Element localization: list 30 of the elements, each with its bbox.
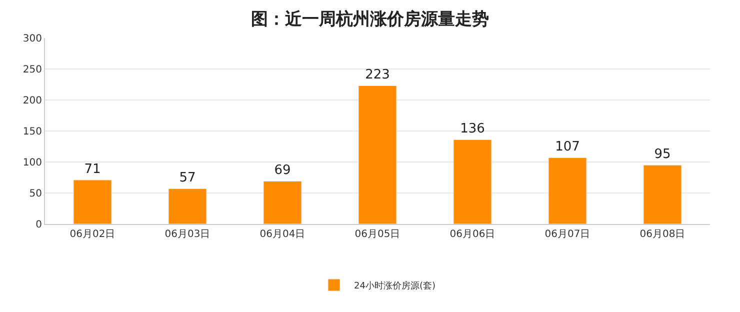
data-label: 223 — [365, 68, 390, 83]
x-tick-label: 06月08日 — [640, 229, 686, 240]
x-tick-label: 06月02日 — [70, 229, 116, 240]
data-label: 57 — [179, 170, 196, 186]
x-tick-label: 06月07日 — [544, 229, 590, 240]
y-tick-label: 200 — [22, 96, 42, 106]
legend-label: 24小时涨价房源(套) — [354, 280, 436, 292]
bar — [168, 188, 207, 224]
data-label: 69 — [274, 163, 291, 178]
data-label: 95 — [654, 147, 671, 162]
bar — [358, 85, 397, 224]
x-tick-label: 06月04日 — [260, 229, 306, 240]
data-label: 107 — [555, 140, 580, 155]
y-tick-label: 0 — [36, 220, 42, 230]
bar — [263, 180, 302, 224]
x-tick-label: 06月03日 — [164, 229, 210, 240]
y-tick-label: 300 — [22, 34, 42, 44]
bar — [643, 164, 682, 224]
data-label: 136 — [460, 122, 485, 137]
x-tick-label: 06月06日 — [450, 229, 496, 240]
y-tick-label: 150 — [22, 126, 42, 138]
y-tick-label: 100 — [22, 158, 42, 168]
chart-title: 图：近一周杭州涨价房源量走势 — [251, 9, 489, 30]
bar — [73, 180, 112, 224]
bar — [548, 157, 587, 224]
data-label: 71 — [84, 162, 101, 177]
y-tick-label: 250 — [22, 64, 42, 76]
x-tick-label: 06月05日 — [354, 229, 400, 240]
y-tick-label: 50 — [29, 188, 42, 200]
bar — [453, 139, 492, 224]
